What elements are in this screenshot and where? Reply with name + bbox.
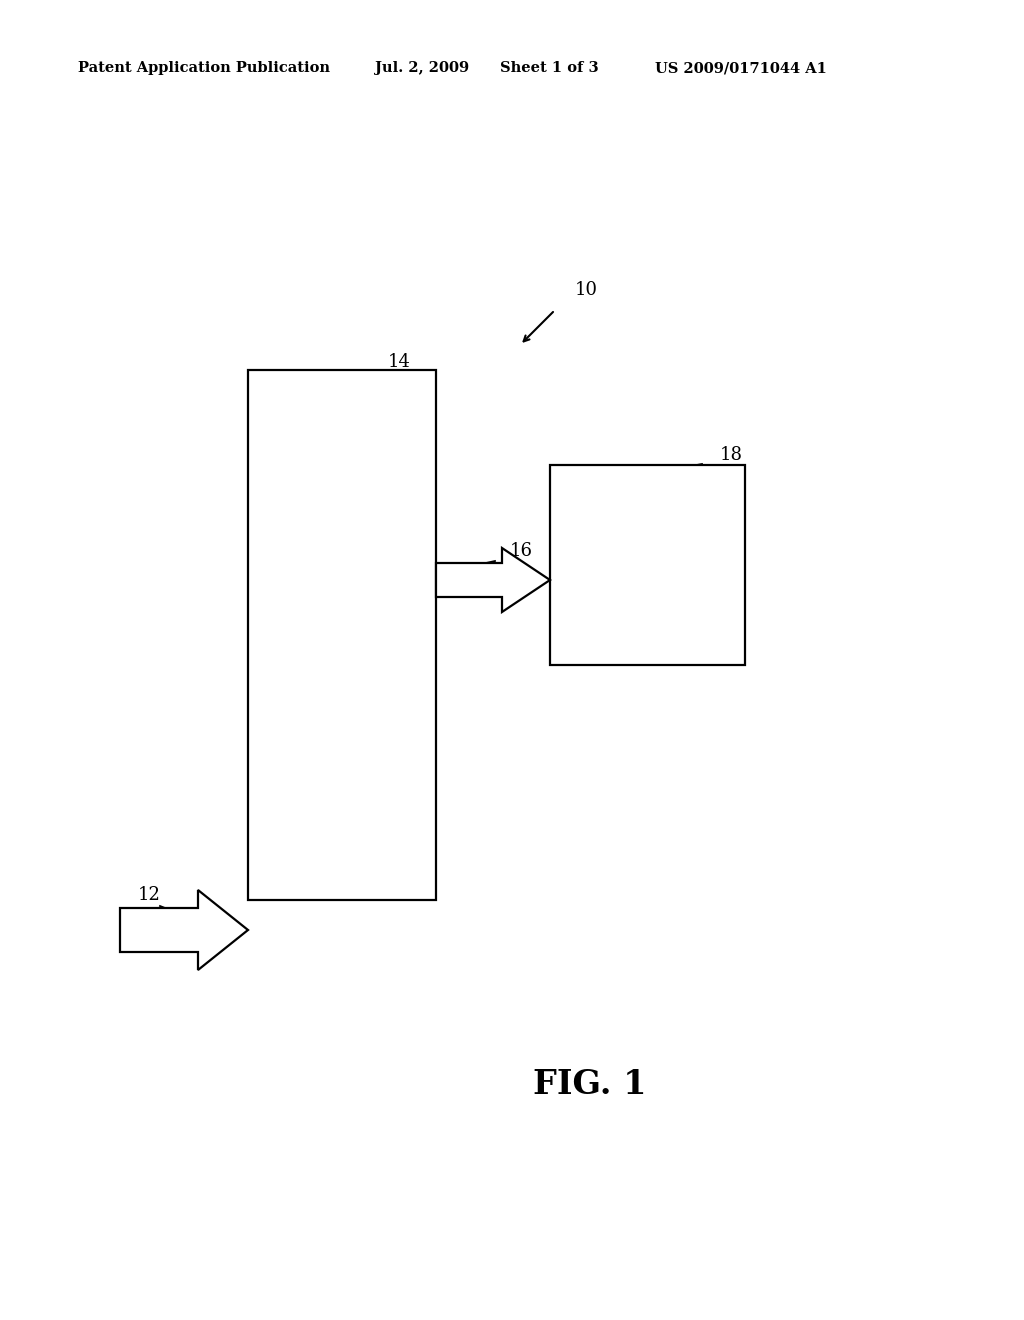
Text: 14: 14 (388, 352, 411, 371)
Text: Patent Application Publication: Patent Application Publication (78, 61, 330, 75)
Text: 16: 16 (510, 543, 534, 560)
Text: 10: 10 (575, 281, 598, 300)
Text: Jul. 2, 2009: Jul. 2, 2009 (375, 61, 469, 75)
Text: 12: 12 (138, 886, 161, 904)
Polygon shape (436, 548, 550, 612)
Text: US 2009/0171044 A1: US 2009/0171044 A1 (655, 61, 826, 75)
Bar (550, 465, 745, 665)
Text: 18: 18 (720, 446, 743, 465)
Text: FIG. 1: FIG. 1 (534, 1068, 647, 1101)
Text: Sheet 1 of 3: Sheet 1 of 3 (500, 61, 599, 75)
Polygon shape (120, 890, 248, 970)
Bar (248, 370, 436, 900)
